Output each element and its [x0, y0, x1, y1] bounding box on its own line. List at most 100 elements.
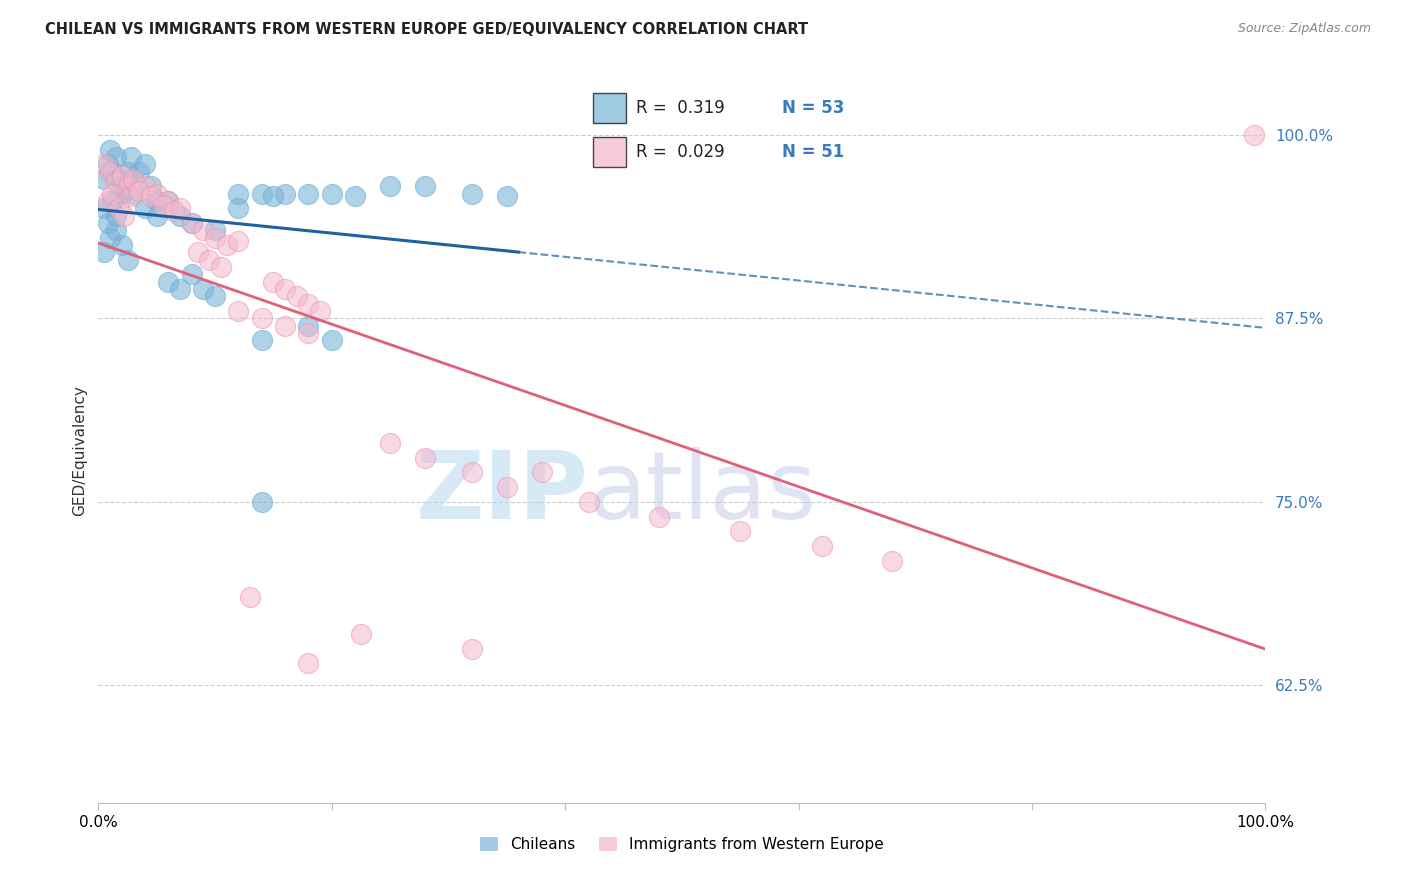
Point	[250, 334, 273, 348]
Point	[93, 245, 115, 260]
Point	[209, 260, 232, 274]
Point	[413, 179, 436, 194]
Point	[180, 267, 202, 281]
Point	[461, 186, 484, 201]
Point	[163, 204, 186, 219]
Point	[262, 189, 284, 203]
Point	[187, 245, 209, 260]
Text: atlas: atlas	[589, 447, 817, 539]
Point	[157, 275, 180, 289]
Point	[880, 553, 903, 567]
Point	[461, 466, 484, 480]
Text: Source: ZipAtlas.com: Source: ZipAtlas.com	[1237, 22, 1371, 36]
Y-axis label: GED/Equivalency: GED/Equivalency	[72, 385, 87, 516]
Point	[297, 318, 319, 333]
Point	[309, 304, 332, 318]
Point	[101, 194, 124, 208]
Point	[108, 201, 131, 215]
Point	[112, 179, 135, 194]
Point	[811, 539, 834, 553]
Point	[98, 164, 121, 178]
Point	[157, 194, 180, 208]
Point	[98, 230, 121, 244]
Point	[169, 201, 191, 215]
Text: N = 51: N = 51	[782, 143, 844, 161]
Point	[117, 164, 139, 178]
Point	[647, 509, 669, 524]
Point	[122, 172, 145, 186]
Point	[117, 179, 139, 194]
Point	[152, 198, 174, 212]
Point	[108, 186, 131, 201]
Point	[496, 480, 519, 494]
FancyBboxPatch shape	[593, 93, 627, 123]
Point	[250, 495, 273, 509]
Point	[93, 172, 115, 186]
Point	[93, 201, 115, 215]
Point	[239, 591, 262, 605]
Point	[104, 209, 127, 223]
Point	[730, 524, 752, 539]
Text: ZIP: ZIP	[416, 447, 589, 539]
Point	[321, 334, 343, 348]
Text: CHILEAN VS IMMIGRANTS FROM WESTERN EUROPE GED/EQUIVALENCY CORRELATION CHART: CHILEAN VS IMMIGRANTS FROM WESTERN EUROP…	[45, 22, 808, 37]
Point	[274, 186, 297, 201]
Point	[97, 216, 120, 230]
Point	[111, 169, 134, 183]
Point	[1243, 128, 1265, 142]
Point	[228, 201, 250, 215]
Legend: Chileans, Immigrants from Western Europe: Chileans, Immigrants from Western Europe	[474, 831, 890, 859]
Point	[380, 436, 402, 450]
Point	[169, 282, 191, 296]
Point	[496, 189, 519, 203]
FancyBboxPatch shape	[593, 136, 627, 168]
Point	[139, 189, 162, 203]
Point	[250, 186, 273, 201]
Point	[139, 179, 162, 194]
Point	[97, 194, 120, 208]
Point	[215, 238, 238, 252]
Point	[285, 289, 308, 303]
Point	[413, 450, 436, 465]
Point	[262, 275, 284, 289]
Point	[122, 172, 145, 186]
Point	[297, 657, 319, 671]
Point	[112, 209, 135, 223]
Point	[146, 209, 169, 223]
Point	[122, 186, 145, 201]
Point	[228, 304, 250, 318]
Point	[97, 157, 120, 171]
Point	[204, 230, 226, 244]
Point	[134, 179, 156, 194]
Point	[228, 186, 250, 201]
Point	[193, 282, 215, 296]
Point	[321, 186, 343, 201]
Point	[157, 194, 180, 208]
Point	[204, 289, 226, 303]
Point	[108, 172, 131, 186]
Point	[578, 495, 600, 509]
Point	[274, 318, 297, 333]
Text: R =  0.319: R = 0.319	[637, 99, 725, 117]
Point	[104, 223, 127, 237]
Point	[297, 326, 319, 340]
Point	[104, 175, 127, 189]
Point	[146, 194, 169, 208]
Point	[274, 282, 297, 296]
Point	[117, 252, 139, 267]
Point	[204, 223, 226, 237]
Point	[180, 216, 202, 230]
Point	[180, 216, 202, 230]
Point	[297, 186, 319, 201]
Point	[380, 179, 402, 194]
Point	[344, 189, 367, 203]
Point	[98, 143, 121, 157]
Point	[250, 311, 273, 326]
Point	[461, 641, 484, 656]
Point	[530, 466, 553, 480]
Point	[111, 186, 134, 201]
Point	[193, 223, 215, 237]
Point	[134, 157, 156, 171]
Point	[128, 184, 150, 198]
Point	[101, 186, 124, 201]
